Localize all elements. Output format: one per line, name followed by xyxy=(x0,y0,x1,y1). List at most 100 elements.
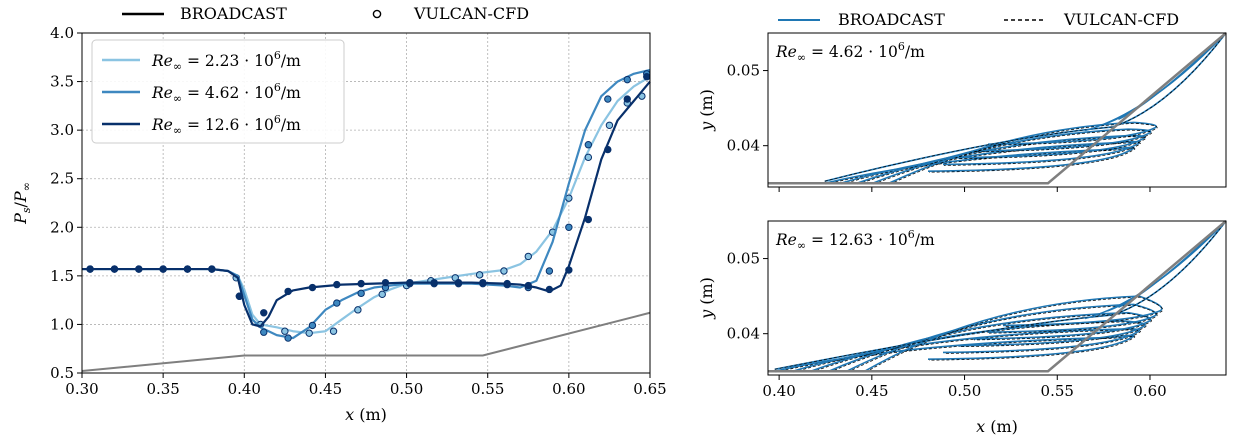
rb-axes-frame xyxy=(767,220,1227,376)
series-marker-2 xyxy=(308,283,317,292)
rb-bubble-contour xyxy=(864,295,1163,372)
series-marker-2 xyxy=(545,285,554,294)
left-legend-label-0: Re∞ = 2.23 · 106/m xyxy=(151,49,301,73)
rb-xtick-label: 0.45 xyxy=(855,382,888,400)
rt-reynolds-annotation: Re∞ = 4.62 · 106/m xyxy=(775,40,925,64)
series-marker-2 xyxy=(565,266,573,274)
rb-wall-geometry xyxy=(768,220,1227,373)
left-ytick-label: 1.0 xyxy=(50,315,74,333)
rt-plot-area xyxy=(768,33,1226,187)
rt-axes-frame xyxy=(767,32,1227,188)
left-ytick-label: 3.0 xyxy=(50,121,74,139)
series-marker-2 xyxy=(110,265,119,273)
rt-bubble-contour xyxy=(888,121,1157,184)
geometry-profile-line xyxy=(81,311,651,373)
series-marker-2 xyxy=(159,265,167,273)
series-marker-1 xyxy=(284,334,292,342)
series-marker-0 xyxy=(305,329,313,337)
series-marker-0 xyxy=(378,290,386,299)
right-legend-vulcan-label: VULCAN-CFD xyxy=(1063,10,1179,29)
series-marker-1 xyxy=(584,141,593,149)
left-ytick-label: 4.0 xyxy=(50,24,74,42)
series-marker-2 xyxy=(208,265,216,273)
series-marker-2 xyxy=(260,309,268,317)
series-marker-1 xyxy=(623,75,631,84)
series-marker-1 xyxy=(333,299,341,307)
series-line-1 xyxy=(82,68,651,340)
rt-wall-geometry xyxy=(768,32,1227,185)
left-ytick-label: 1.5 xyxy=(50,267,74,285)
series-marker-1 xyxy=(357,289,365,298)
series-marker-0 xyxy=(605,121,614,129)
series-marker-2 xyxy=(524,281,532,290)
right-bottom-chart-panel: 0.40 0.45 0.50 0.55 0.60 0.04 0.05 Re∞ = 12.63 … xyxy=(697,220,1227,436)
series-marker-2 xyxy=(503,279,511,288)
series-marker-2 xyxy=(284,287,292,296)
left-legend-box xyxy=(91,39,345,144)
rb-bubble-contour-dashed xyxy=(847,305,1158,373)
left-ytick-label: 2.0 xyxy=(50,218,74,236)
left-xtick-label: 0.65 xyxy=(633,380,666,398)
rb-plot-area xyxy=(768,221,1226,375)
rb-xtick-label: 0.55 xyxy=(1041,382,1074,400)
rt-y-axis-label: y (m) xyxy=(697,89,716,132)
series-marker-0 xyxy=(524,252,532,261)
series-marker-2 xyxy=(643,73,651,81)
rt-bubble-contour-dashed xyxy=(825,148,1136,185)
rb-y-axis-label: y (m) xyxy=(697,277,716,320)
left-axes-frame xyxy=(81,32,651,374)
series-marker-0 xyxy=(565,194,573,202)
left-xtick-label: 0.60 xyxy=(552,380,585,398)
series-marker-0 xyxy=(500,267,508,275)
left-xtick-label: 0.40 xyxy=(228,380,261,398)
rb-reynolds-annotation: Re∞ = 12.63 · 106/m xyxy=(775,228,935,252)
series-marker-2 xyxy=(357,279,365,288)
left-xtick-label: 0.55 xyxy=(471,380,504,398)
left-xtick-label: 0.50 xyxy=(390,380,423,398)
series-marker-2 xyxy=(623,95,631,103)
left-ytick-label: 2.5 xyxy=(50,170,74,188)
series-marker-0 xyxy=(475,271,484,279)
rb-xtick-label: 0.60 xyxy=(1133,382,1166,400)
top-legend-vulcan-marker xyxy=(372,9,382,19)
series-marker-2 xyxy=(381,278,390,287)
rb-ytick-label: 0.04 xyxy=(727,325,760,343)
series-marker-2 xyxy=(584,215,593,224)
left-chart-panel: 0.30 0.35 0.40 0.45 0.50 0.55 0.60 0.65 0.5 1.0 1.… xyxy=(11,4,667,424)
left-ytick-label: 0.5 xyxy=(50,364,74,382)
series-marker-1 xyxy=(308,321,317,330)
left-xtick-label: 0.35 xyxy=(146,380,179,398)
right-legend-broadcast-label: BROADCAST xyxy=(838,10,945,29)
right-top-chart-panel: 0.04 0.05 Re∞ = 4.62 · 106/m y (m) BROADCAST… xyxy=(697,10,1227,192)
series-marker-2 xyxy=(604,145,612,154)
series-marker-2 xyxy=(235,292,244,300)
rb-xtick-label: 0.50 xyxy=(948,382,981,400)
series-marker-0 xyxy=(584,153,593,162)
left-y-axis-label: Ps/P∞ xyxy=(11,182,33,225)
series-marker-2 xyxy=(86,265,94,273)
rb-ytick-label: 0.05 xyxy=(727,250,760,268)
rt-ytick-label: 0.04 xyxy=(727,137,760,155)
series-marker-1 xyxy=(565,223,573,231)
series-marker-2 xyxy=(135,265,143,273)
rt-bubble-contour-dashed xyxy=(873,129,1152,185)
rb-bubble-contour xyxy=(846,303,1157,372)
rb-xtick-label: 0.40 xyxy=(762,382,795,400)
series-marker-2 xyxy=(333,280,341,289)
rt-bubble-contour-dashed xyxy=(889,123,1158,185)
series-marker-1 xyxy=(545,267,554,275)
top-legend-vulcan-label: VULCAN-CFD xyxy=(413,4,529,23)
series-marker-0 xyxy=(329,327,338,335)
series-marker-0 xyxy=(354,306,362,314)
series-marker-0 xyxy=(281,327,289,335)
series-marker-1 xyxy=(260,328,268,336)
left-ytick-label: 3.5 xyxy=(50,73,74,91)
series-marker-2 xyxy=(183,265,192,273)
series-marker-2 xyxy=(430,278,438,287)
left-xtick-label: 0.30 xyxy=(65,380,98,398)
left-xtick-label: 0.45 xyxy=(309,380,342,398)
left-legend-label-1: Re∞ = 4.62 · 106/m xyxy=(151,81,301,105)
left-x-axis-label: x (m) xyxy=(345,405,387,424)
series-marker-1 xyxy=(604,95,612,103)
